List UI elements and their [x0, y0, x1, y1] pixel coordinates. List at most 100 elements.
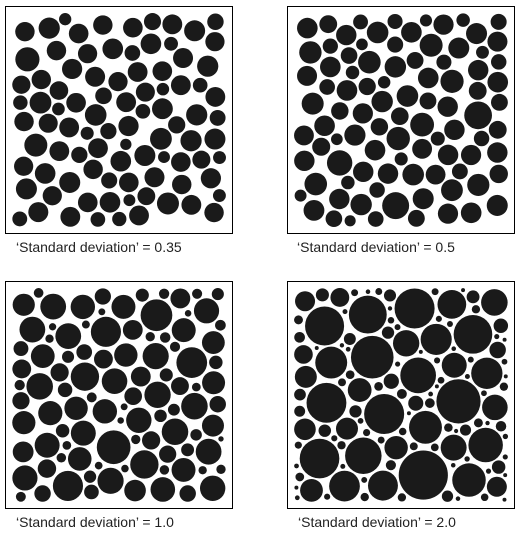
particle-circle — [143, 343, 169, 369]
particle-circle — [398, 493, 406, 501]
particle-circle — [345, 215, 356, 226]
particle-circle — [134, 145, 155, 166]
particle-circle — [500, 383, 508, 391]
particle-circle — [366, 289, 371, 294]
particle-circle — [365, 140, 386, 161]
particle-circle — [112, 212, 126, 226]
particle-circle — [382, 192, 409, 219]
particle-circle — [63, 441, 72, 450]
particle-circle — [344, 124, 365, 145]
particle-circle — [136, 83, 155, 102]
particle-circle — [186, 104, 207, 125]
particle-circle — [192, 383, 201, 392]
circle-packing-panel-sd-0-35 — [5, 6, 233, 234]
particle-circle — [327, 150, 352, 175]
particle-circle — [471, 358, 502, 389]
particle-circle — [94, 350, 113, 369]
particle-circle — [486, 469, 491, 474]
particle-circle — [382, 327, 394, 339]
particle-circle — [137, 187, 155, 205]
particle-circle — [111, 295, 135, 319]
particle-circle — [124, 480, 146, 502]
particle-circle — [295, 473, 304, 482]
particle-circle — [305, 306, 344, 345]
particle-circle — [170, 342, 180, 352]
particle-circle — [294, 332, 305, 343]
particle-circle — [408, 210, 425, 227]
particle-circle — [160, 465, 170, 475]
particle-circle — [124, 387, 142, 405]
particle-circle — [168, 116, 185, 133]
particle-circle — [440, 70, 463, 93]
particle-circle — [447, 321, 453, 327]
particle-circle — [93, 399, 117, 423]
particle-circle — [504, 374, 508, 378]
particle-circle — [172, 175, 191, 194]
particle-circle — [129, 206, 149, 226]
particle-circle — [201, 168, 221, 188]
particle-circle — [190, 429, 201, 440]
particle-circle — [53, 471, 83, 501]
particle-circle — [66, 93, 86, 113]
particle-circle — [51, 363, 69, 381]
particle-circle — [160, 368, 173, 381]
particle-circle — [436, 316, 442, 322]
particle-circle — [442, 353, 467, 378]
particle-circle — [158, 151, 170, 163]
particle-circle — [302, 93, 324, 115]
particle-circle — [316, 288, 329, 301]
particle-circle — [47, 41, 66, 60]
particle-circle — [216, 465, 225, 474]
particle-circle — [101, 172, 117, 188]
particle-circle — [456, 496, 461, 501]
particle-circle — [300, 439, 340, 479]
particle-circle — [176, 347, 207, 378]
particle-circle — [314, 115, 335, 136]
particle-circle — [294, 126, 314, 146]
particle-circle — [97, 468, 123, 494]
particle-circle — [59, 13, 71, 25]
particle-circle — [384, 436, 407, 459]
particle-circle — [12, 411, 35, 434]
particle-circle — [481, 390, 487, 396]
particle-circle — [82, 321, 90, 329]
particle-circle — [123, 194, 135, 206]
particle-circle — [353, 103, 373, 123]
particle-circle — [12, 392, 29, 409]
particle-circle — [144, 382, 170, 408]
particle-circle — [160, 332, 171, 343]
particle-circle — [428, 392, 433, 397]
particle-circle — [421, 324, 452, 355]
circle-packing-panel-sd-1-0 — [5, 281, 233, 509]
particle-circle — [437, 97, 457, 117]
particle-circle — [170, 289, 190, 309]
particle-circle — [215, 320, 226, 331]
particle-circle — [442, 491, 453, 502]
particle-circle — [384, 289, 396, 301]
particle-circle — [465, 374, 470, 379]
particle-circle — [330, 288, 349, 307]
particle-circle — [117, 417, 124, 424]
particle-circle — [121, 403, 128, 410]
particle-circle — [476, 46, 489, 59]
particle-circle — [336, 25, 356, 45]
particle-circle — [336, 418, 358, 440]
particle-circle — [367, 22, 389, 44]
particle-circle — [209, 396, 225, 412]
particle-circle — [346, 66, 359, 79]
particle-circle — [341, 47, 358, 64]
particle-circle — [157, 83, 169, 95]
particle-circle — [425, 398, 435, 408]
particle-circle — [297, 66, 317, 86]
particle-circle — [503, 498, 507, 502]
particle-circle — [464, 101, 492, 129]
particle-circle — [487, 195, 508, 216]
particle-circle — [436, 55, 451, 70]
particle-circle — [319, 15, 337, 33]
particle-circle — [468, 428, 502, 462]
particle-circle — [487, 142, 507, 162]
particle-circle — [481, 494, 489, 502]
particle-circle — [102, 39, 123, 60]
particle-circle — [78, 44, 97, 63]
particle-circle — [407, 411, 411, 415]
